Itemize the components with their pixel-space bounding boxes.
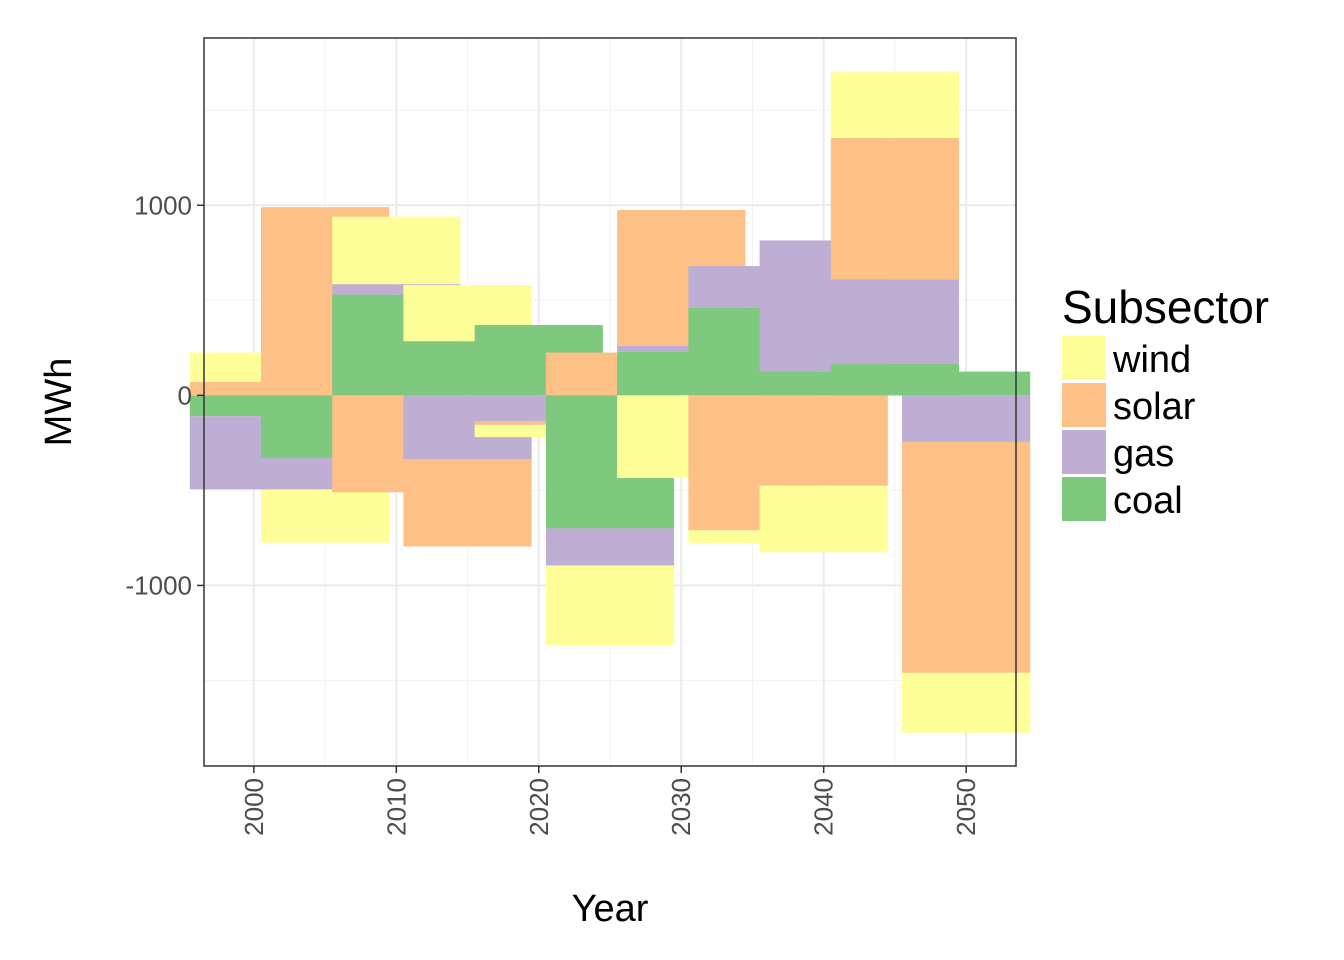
bar-gas-2050 <box>902 395 1031 442</box>
x-tick-label: 2040 <box>809 778 839 836</box>
x-tick-label: 2000 <box>239 778 269 836</box>
bar-wind-2050 <box>902 672 1031 733</box>
bar-wind-2040 <box>759 485 888 553</box>
bar-solar-2050 <box>902 441 1031 673</box>
legend-label-wind: wind <box>1112 339 1191 381</box>
legend-label-gas: gas <box>1113 433 1174 475</box>
legend-label-coal: coal <box>1113 480 1183 522</box>
x-tick-label: 2030 <box>666 778 696 836</box>
axis-ticks: -1000 0 1000 2000 2010 2020 2030 2040 2050 <box>126 190 982 836</box>
y-tick-label: 1000 <box>134 190 192 220</box>
x-tick-label: 2010 <box>381 778 411 836</box>
x-axis-title: Year <box>572 888 649 930</box>
x-tick-label: 2050 <box>951 778 981 836</box>
bar-gas-2010 <box>332 284 461 295</box>
bar-gas-2045 <box>830 279 960 364</box>
bar-wind-2005 <box>260 489 390 543</box>
y-tick-label: 0 <box>178 380 192 410</box>
legend-key-gas <box>1062 430 1106 474</box>
legend: Subsector wind solar gas coal <box>1062 281 1269 522</box>
bar-gas-2030 <box>617 345 746 352</box>
bar-coal-2050 <box>902 371 1031 396</box>
bar-solar-2040 <box>759 395 888 486</box>
bar-solar-2020 <box>474 421 603 425</box>
bar-gas-2025 <box>545 528 675 566</box>
y-tick-label: -1000 <box>126 570 193 600</box>
legend-key-solar <box>1062 383 1106 427</box>
plot-panel-border <box>203 37 1017 767</box>
y-axis-title: MWh <box>38 358 80 447</box>
bars <box>189 72 1031 733</box>
bar-solar-2045 <box>830 137 960 280</box>
bar-wind-2025 <box>545 565 675 646</box>
bar-wind-2045 <box>830 72 960 138</box>
x-tick-label: 2020 <box>524 778 554 836</box>
legend-key-coal <box>1062 477 1106 521</box>
bar-wind-2010 <box>332 216 461 285</box>
legend-key-wind <box>1062 336 1106 380</box>
legend-title: Subsector <box>1062 281 1269 333</box>
legend-label-solar: solar <box>1113 386 1196 428</box>
bar-solar-2015 <box>403 459 532 547</box>
